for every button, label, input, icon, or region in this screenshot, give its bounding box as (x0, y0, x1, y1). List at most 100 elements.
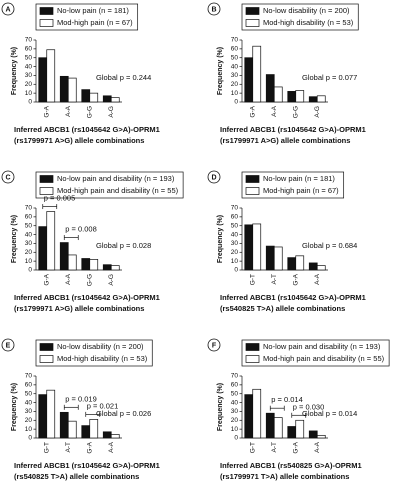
x-tick-label: A-A (108, 441, 115, 453)
y-tick-label: 10 (231, 426, 239, 433)
bar (244, 224, 254, 271)
y-tick-label: 20 (231, 81, 239, 88)
bar (59, 75, 69, 103)
p-annotation: p = 0.008 (65, 225, 97, 234)
y-axis-label: Frequency (%) (11, 215, 18, 263)
global-p: Global p = 0.684 (302, 241, 357, 250)
y-tick-label: 60 (25, 46, 33, 53)
y-axis-label: Frequency (%) (11, 383, 18, 431)
y-tick-label: 60 (25, 214, 33, 221)
legend-label: No-low disability (n = 200) (57, 342, 144, 351)
bar (102, 264, 112, 271)
bar (102, 431, 112, 439)
panel: A No-low pain (n = 181) Mod-high pain (n =… (1, 2, 160, 145)
y-tick-label: 60 (231, 382, 239, 389)
bar (46, 211, 56, 271)
bar (287, 91, 297, 103)
x-tick-label: A-A (314, 441, 321, 453)
x-tick-label: A-T (271, 274, 278, 285)
p-annotation: p = 0.005 (44, 194, 76, 203)
x-tick-label: A-T (65, 442, 72, 453)
bar (295, 419, 305, 439)
x-axis-label: Inferred ABCB1 (rs1045642 G>A)-OPRM1 (14, 125, 160, 134)
panel: E No-low disability (n = 200) Mod-high dis… (1, 338, 160, 481)
x-tick-label: G-A (86, 441, 93, 453)
x-axis-label: (rs540825 T>A) allele combinations (14, 472, 139, 481)
bar (295, 90, 305, 103)
panel: D No-low pain (n = 181) Mod-high pain (n =… (207, 170, 366, 313)
bar (244, 57, 254, 103)
bar (81, 258, 91, 271)
p-annotation: p = 0.019 (65, 394, 97, 403)
y-tick-label: 50 (231, 390, 239, 397)
bar (287, 426, 297, 439)
legend-box (241, 339, 390, 367)
panel-label: C (5, 174, 10, 181)
y-tick-label: 10 (25, 426, 33, 433)
legend: No-low disability (n = 200) Mod-high disa… (241, 3, 359, 31)
y-tick-label: 30 (231, 72, 239, 79)
legend-swatch (245, 343, 260, 351)
legend-label: No-low pain (n = 181) (263, 174, 335, 183)
bar (273, 417, 283, 439)
x-tick-label: G-G (292, 106, 299, 118)
bar (308, 96, 318, 103)
bar (38, 394, 48, 439)
p-annotation: p = 0.030 (293, 402, 325, 411)
x-tick-label: G-G (86, 106, 93, 118)
legend-label: Mod-high pain and disability (n = 55) (57, 186, 179, 195)
y-tick-label: 50 (25, 390, 33, 397)
y-tick-label: 0 (234, 99, 238, 106)
y-tick-label: 30 (231, 408, 239, 415)
legend-box (241, 3, 359, 31)
y-tick-label: 20 (25, 81, 33, 88)
y-tick-label: 0 (234, 435, 238, 442)
bar (295, 255, 305, 271)
x-tick-label: A-A (314, 273, 321, 285)
panel-badge (1, 2, 15, 16)
y-tick-label: 70 (25, 373, 33, 380)
bar (265, 74, 275, 103)
global-p: Global p = 0.028 (96, 241, 151, 250)
x-tick-label: G-A (249, 105, 256, 117)
bar (67, 420, 77, 439)
x-tick-label: G-T (249, 442, 256, 453)
panel: C No-low pain and disability (n = 193) Mod… (1, 170, 184, 313)
y-tick-label: 50 (25, 54, 33, 61)
x-tick-label: G-A (292, 273, 299, 285)
y-tick-label: 20 (25, 249, 33, 256)
bar (265, 245, 275, 271)
panel-badge (1, 338, 15, 352)
legend-label: Mod-high pain (n = 67) (263, 186, 339, 195)
y-tick-label: 10 (25, 90, 33, 97)
y-tick-label: 70 (25, 205, 33, 212)
bar (89, 92, 99, 103)
legend-label: Mod-high pain and disability (n = 55) (263, 354, 385, 363)
legend-swatch (245, 355, 260, 363)
panel-label: A (5, 6, 10, 13)
y-tick-label: 30 (25, 72, 33, 79)
y-tick-label: 70 (231, 205, 239, 212)
legend-label: Mod-high disability (n = 53) (263, 18, 354, 27)
legend-label: No-low disability (n = 200) (263, 6, 350, 15)
global-p: Global p = 0.244 (96, 73, 151, 82)
x-axis-label: (rs1799971 T>A) allele combinations (220, 472, 349, 481)
legend: No-low disability (n = 200) Mod-high disa… (35, 339, 153, 367)
x-tick-label: A-A (65, 105, 72, 117)
legend-label: Mod-high pain (n = 67) (57, 18, 133, 27)
bar (308, 430, 318, 439)
y-tick-label: 40 (25, 63, 33, 70)
x-tick-label: G-G (86, 274, 93, 286)
y-tick-label: 0 (28, 267, 32, 274)
panel-label: B (211, 6, 216, 13)
y-tick-label: 60 (231, 46, 239, 53)
legend-label: No-low pain and disability (n = 193) (57, 174, 175, 183)
x-tick-label: G-T (43, 442, 50, 453)
legend: No-low pain (n = 181) Mod-high pain (n = … (241, 171, 345, 199)
y-tick-label: 70 (231, 37, 239, 44)
y-axis-label: Frequency (%) (11, 47, 18, 95)
y-axis-label: Frequency (%) (217, 215, 224, 263)
x-axis-label: (rs1799971 A>G) allele combinations (220, 136, 350, 145)
y-tick-label: 30 (25, 408, 33, 415)
